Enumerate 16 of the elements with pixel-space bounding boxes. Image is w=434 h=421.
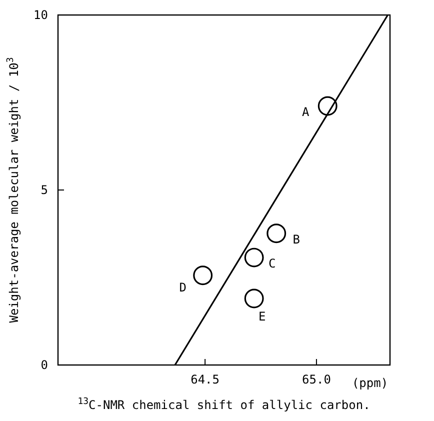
text: (ppm)	[352, 376, 388, 390]
point	[244, 248, 264, 268]
annotation: D	[179, 280, 186, 294]
y-tick-label: 0	[40, 358, 48, 372]
x-tick-label: 65.0	[302, 372, 331, 387]
y-tick-label: 5	[40, 182, 48, 197]
point	[193, 266, 213, 286]
point	[266, 224, 286, 244]
annotation: B	[292, 232, 300, 246]
point	[244, 288, 264, 308]
annotation: E	[258, 310, 266, 324]
x-axis-title: $^{13}$C-NMR chemical shift of allylic carbon.	[78, 397, 370, 412]
x-tick-label: 64.5	[190, 372, 220, 387]
y-tick-label: 10	[34, 8, 48, 22]
annotation: C	[268, 256, 276, 271]
annotation: A	[302, 105, 310, 119]
